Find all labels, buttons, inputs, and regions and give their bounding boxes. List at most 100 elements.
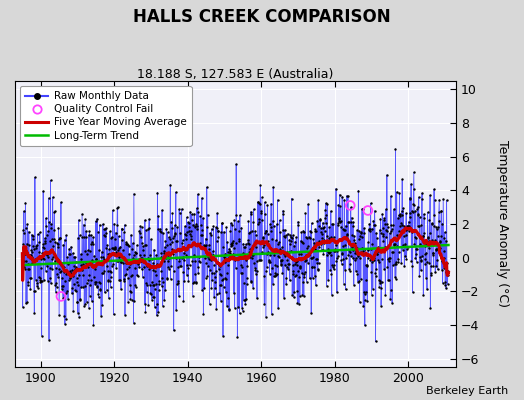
Point — [194, 191, 202, 198]
Point — [242, 257, 250, 263]
Point — [310, 243, 319, 250]
Point — [116, 243, 125, 250]
Point — [307, 310, 315, 317]
Point — [66, 268, 74, 274]
Point — [383, 220, 391, 227]
Point — [116, 258, 125, 265]
Point — [412, 251, 420, 257]
Point — [118, 254, 127, 260]
Point — [222, 288, 230, 295]
Point — [291, 261, 299, 267]
Point — [428, 236, 436, 243]
Point — [403, 223, 411, 229]
Point — [24, 260, 32, 267]
Point — [328, 292, 336, 298]
Point — [295, 301, 303, 307]
Point — [347, 252, 355, 259]
Point — [350, 281, 358, 288]
Point — [417, 222, 425, 228]
Point — [401, 241, 409, 247]
Point — [59, 294, 67, 301]
Point — [240, 244, 248, 250]
Point — [74, 217, 83, 223]
Point — [94, 228, 102, 235]
Point — [103, 251, 112, 258]
Point — [422, 274, 430, 281]
Point — [168, 239, 177, 245]
Point — [125, 243, 133, 249]
Point — [104, 278, 113, 284]
Point — [81, 216, 89, 222]
Point — [47, 224, 56, 231]
Point — [270, 246, 279, 253]
Point — [172, 189, 180, 195]
Point — [22, 300, 30, 306]
Point — [140, 300, 149, 307]
Point — [348, 232, 356, 238]
Point — [315, 216, 324, 223]
Point — [299, 271, 308, 277]
Point — [226, 248, 234, 254]
Point — [185, 224, 193, 230]
Point — [382, 206, 390, 212]
Point — [215, 262, 223, 268]
Point — [328, 221, 336, 227]
Point — [332, 185, 340, 192]
Point — [413, 222, 422, 229]
Point — [193, 226, 201, 232]
Point — [167, 262, 176, 269]
Point — [270, 252, 278, 258]
Point — [49, 194, 57, 200]
Point — [205, 250, 214, 257]
Point — [165, 266, 173, 272]
Point — [166, 240, 174, 247]
Point — [357, 249, 366, 256]
Point — [44, 254, 52, 260]
Point — [225, 250, 234, 256]
Point — [134, 257, 143, 264]
Point — [321, 214, 329, 221]
Point — [38, 278, 46, 284]
Point — [38, 244, 47, 250]
Point — [277, 261, 285, 267]
Point — [115, 254, 123, 260]
Point — [416, 214, 424, 220]
Point — [194, 270, 202, 277]
Point — [119, 260, 127, 266]
Point — [336, 203, 344, 210]
Point — [77, 262, 85, 268]
Point — [297, 229, 305, 235]
Point — [348, 223, 357, 229]
Point — [381, 291, 389, 298]
Point — [112, 264, 121, 271]
Point — [413, 204, 422, 210]
Point — [195, 258, 204, 265]
Point — [323, 252, 331, 258]
Point — [185, 220, 193, 226]
Point — [141, 309, 150, 316]
Point — [62, 288, 71, 295]
Point — [82, 228, 90, 235]
Point — [138, 240, 146, 246]
Point — [125, 264, 133, 270]
Point — [156, 228, 165, 235]
Point — [318, 235, 326, 242]
Point — [210, 262, 218, 268]
Point — [245, 241, 253, 247]
Point — [217, 220, 226, 226]
Point — [105, 278, 114, 284]
Point — [25, 242, 34, 248]
Point — [410, 202, 418, 208]
Point — [253, 268, 261, 274]
Point — [420, 211, 428, 217]
Point — [304, 201, 312, 208]
Point — [288, 292, 297, 298]
Point — [190, 271, 199, 278]
Point — [362, 277, 370, 283]
Point — [212, 291, 221, 297]
Point — [443, 260, 451, 266]
Point — [164, 252, 172, 258]
Point — [401, 253, 409, 260]
Point — [339, 250, 347, 256]
Point — [438, 258, 446, 264]
